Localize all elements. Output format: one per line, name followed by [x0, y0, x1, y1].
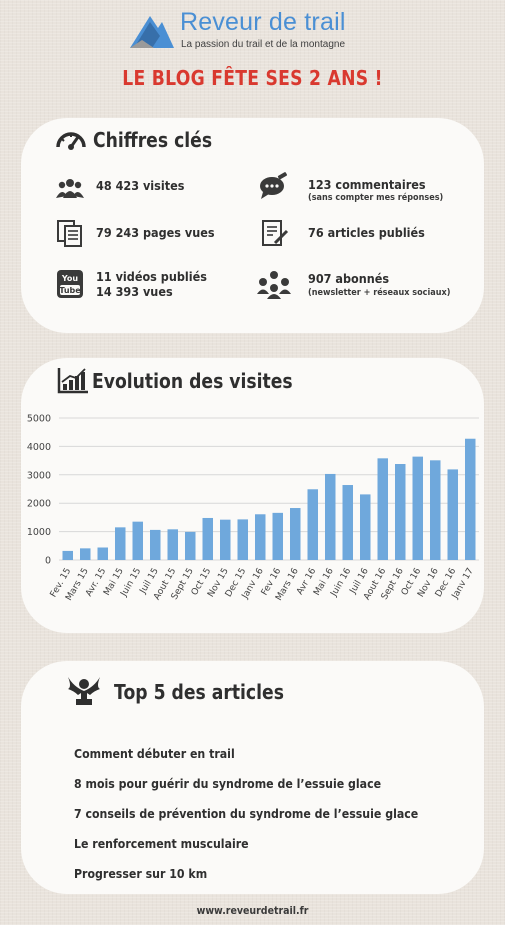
pageviews-stat: 79 243 pages vues: [96, 225, 215, 240]
top-articles-card: Top 5 des articles: [21, 661, 484, 894]
bar-mars-16: [290, 508, 301, 560]
y-tick-label: 2000: [27, 499, 51, 510]
svg-text:Tube: Tube: [59, 286, 81, 295]
key-figures-card: Chiffres clés 48 423 visites 123 comment…: [21, 118, 484, 333]
bar-juin-16: [342, 485, 353, 560]
bar-juil-16: [360, 494, 371, 560]
y-tick-label: 1000: [27, 527, 51, 538]
bar-juin-15: [132, 521, 143, 560]
speedometer-icon: [56, 132, 86, 150]
article-5[interactable]: Progresser sur 10 km: [74, 866, 208, 881]
brand-name: Reveur de trail: [180, 8, 346, 36]
bar-fev-15: [62, 550, 73, 560]
growth-chart-icon: [57, 368, 88, 394]
people-icon: [56, 179, 84, 198]
bar-avr-16: [307, 489, 318, 560]
bar-mai-16: [325, 473, 336, 560]
bar-aout-16: [377, 458, 388, 560]
bar-janv-16: [255, 514, 266, 560]
key-figures-title: Chiffres clés: [93, 128, 213, 152]
video-views-stat: 14 393 vues: [96, 284, 173, 299]
bar-oct-16: [412, 456, 423, 560]
bar-fev-16: [272, 512, 283, 560]
bar-mars-15: [80, 548, 91, 560]
comments-note: (sans compter mes réponses): [308, 193, 444, 203]
bar-nov-15: [220, 519, 231, 560]
subscribers-stat: 907 abonnés: [308, 271, 390, 286]
article-4[interactable]: Le renforcement musculaire: [74, 836, 249, 851]
bar-aout-15: [167, 529, 178, 560]
top-articles-title: Top 5 des articles: [114, 680, 284, 704]
visits-stat: 48 423 visites: [96, 178, 185, 193]
subscribers-note: (newsletter + réseaux sociaux): [308, 288, 451, 298]
bar-mai-15: [115, 527, 126, 560]
article-1[interactable]: Comment débuter en trail: [74, 746, 235, 761]
y-tick-label: 4000: [27, 442, 51, 453]
bar-janv-17: [465, 438, 476, 560]
y-tick-label: 3000: [27, 470, 51, 481]
trophy-icon: [68, 677, 100, 705]
comments-stat: 123 commentaires: [308, 177, 426, 192]
page-title: LE BLOG FÊTE SES 2 ANS !: [122, 66, 383, 90]
bar-nov-16: [430, 460, 441, 560]
blog-header: Reveur de trail La passion du trail et d…: [128, 8, 388, 52]
brand-tagline: La passion du trail et de la montagne: [181, 39, 345, 50]
edit-document-icon: [262, 220, 289, 246]
bar-dec-16: [447, 469, 458, 560]
articles-stat: 76 articles publiés: [308, 225, 425, 240]
chat-bubble-icon: [260, 172, 287, 199]
visits-title: Evolution des visites: [92, 369, 293, 393]
article-3[interactable]: 7 conseils de prévention du syndrome de …: [74, 806, 419, 821]
visits-card: Evolution des visites 0 1000 2000 3000 4000 5…: [21, 358, 484, 633]
bar-sept-16: [395, 464, 406, 560]
mountain-logo-icon: [130, 16, 174, 48]
pages-icon: [57, 220, 82, 247]
bar-juil-15: [150, 529, 161, 560]
footer-url[interactable]: www.reveurdetrail.fr: [196, 905, 309, 917]
y-tick-label: 0: [45, 556, 51, 567]
youtube-icon: You Tube: [57, 270, 83, 298]
bar-oct-15: [202, 517, 213, 560]
bar-dec-15: [237, 519, 248, 560]
svg-text:You: You: [61, 274, 79, 283]
article-2[interactable]: 8 mois pour guérir du syndrome de l’essu…: [74, 776, 382, 791]
videos-stat: 11 vidéos publiés: [96, 269, 207, 284]
group-icon: [257, 271, 291, 299]
bar-sept-15: [185, 531, 196, 560]
y-tick-label: 5000: [27, 414, 51, 425]
bar-avr-15: [97, 547, 108, 560]
